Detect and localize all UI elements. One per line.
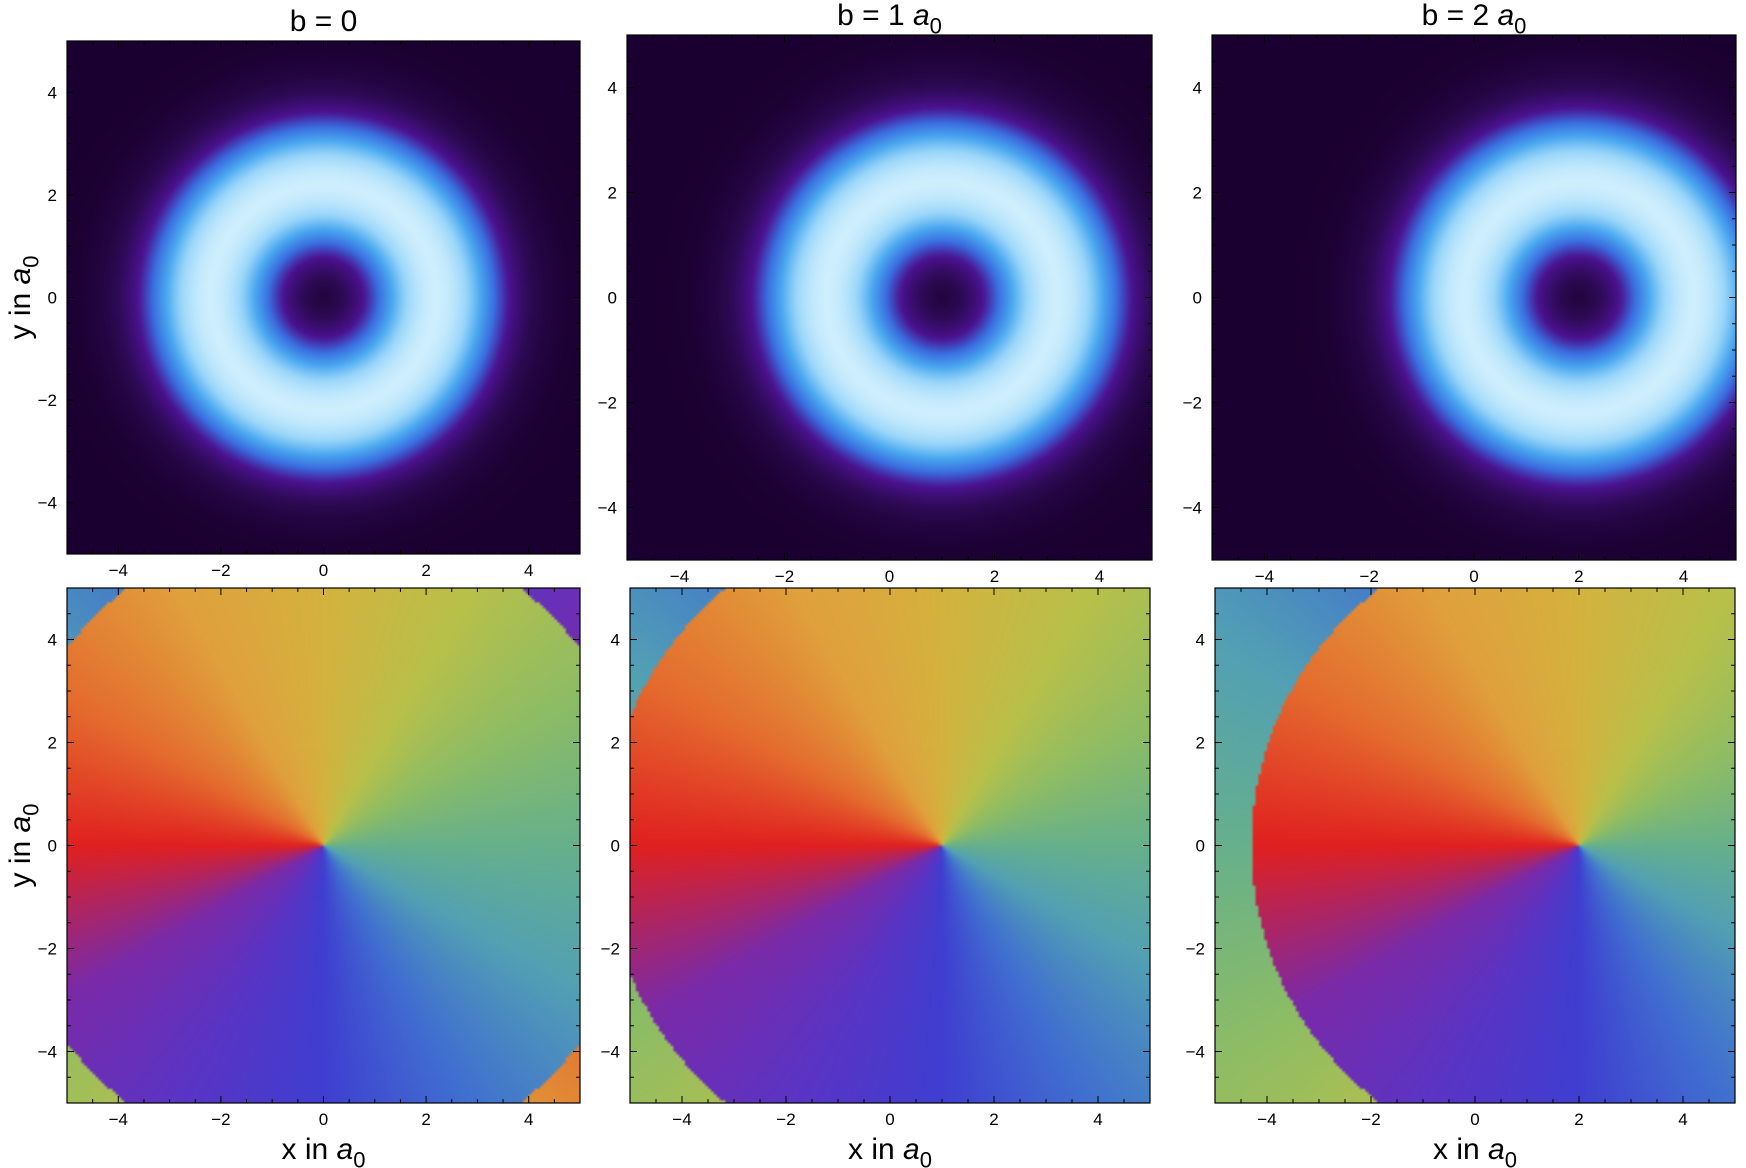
- y-tick-label: 2: [608, 184, 617, 203]
- panel-5-phase: −4 −2 0 2 4 −4 −2 0 2 4 x in a0: [601, 587, 1151, 1168]
- y-tick-label: 4: [1193, 79, 1202, 98]
- y-tick-label: 2: [48, 186, 57, 205]
- x-tick-label: 2: [989, 1110, 998, 1129]
- x-tick-label: 0: [319, 561, 328, 580]
- y-tick-label: 0: [48, 289, 57, 308]
- x-axis-label: x in a0: [282, 1133, 366, 1168]
- y-tick-label: 2: [611, 734, 620, 753]
- y-tick-label: −2: [601, 940, 620, 959]
- x-tick-label: −4: [109, 1110, 128, 1129]
- y-tick-label: 4: [48, 83, 57, 102]
- y-tick-label: −2: [598, 394, 617, 413]
- y-tick-label: 0: [608, 289, 617, 308]
- x-tick-label: 0: [1469, 567, 1478, 586]
- panel-6-phase: −4 −2 0 2 4 −4 −2 0 2 4 x in a0: [1186, 587, 1736, 1168]
- ticks: [629, 587, 1151, 1104]
- x-tick-label: −2: [776, 1110, 795, 1129]
- y-tick-label: −2: [1183, 394, 1202, 413]
- phase-heatmap: [1215, 588, 1735, 1103]
- y-tick-label: 2: [1196, 734, 1205, 753]
- panel-title: b = 2 a0: [1422, 0, 1527, 38]
- y-tick-label: 4: [611, 631, 620, 650]
- y-tick-label: 4: [1196, 631, 1205, 650]
- x-tick-label: 2: [1574, 567, 1583, 586]
- phase-heatmap: [630, 588, 1150, 1103]
- y-tick-label: 0: [1196, 837, 1205, 856]
- x-tick-label: 4: [524, 561, 533, 580]
- phase-heatmap: [67, 588, 580, 1103]
- y-axis-label: y in a0: [4, 804, 43, 888]
- x-tick-label: 0: [319, 1110, 328, 1129]
- x-tick-label: −4: [1255, 567, 1274, 586]
- panel-title: b = 1 a0: [837, 0, 942, 38]
- density-heatmap: [1212, 35, 1736, 560]
- panels-group: −4 −2 0 2 4 −4 −2 0 2 4 b = 0 y in a0 −4 −2 0 2 4 −4 −2 0 2 4…: [4, 0, 1737, 1168]
- density-heatmap: [67, 41, 580, 554]
- panel-title: b = 0: [290, 5, 358, 38]
- x-tick-label: 2: [990, 567, 999, 586]
- ticks: [626, 34, 1153, 561]
- y-tick-label: 0: [1193, 289, 1202, 308]
- y-tick-label: 4: [608, 79, 617, 98]
- density-heatmap: [627, 35, 1152, 560]
- x-tick-label: 4: [524, 1110, 533, 1129]
- x-tick-label: 2: [421, 561, 430, 580]
- panel-4-phase: −4 −2 0 2 4 −4 −2 0 2 4 x in a0 y in a0: [4, 587, 581, 1168]
- y-tick-label: −4: [38, 1043, 57, 1062]
- y-axis-label: y in a0: [4, 256, 43, 340]
- y-tick-label: 2: [1193, 184, 1202, 203]
- x-tick-label: −4: [109, 561, 128, 580]
- x-tick-label: −2: [211, 561, 230, 580]
- y-tick-label: −4: [38, 494, 57, 513]
- y-tick-label: 0: [611, 837, 620, 856]
- y-tick-label: −2: [38, 391, 57, 410]
- x-axis-label: x in a0: [848, 1133, 932, 1168]
- x-tick-label: −2: [775, 567, 794, 586]
- x-axis-label: x in a0: [1433, 1133, 1517, 1168]
- y-tick-label: −4: [601, 1043, 620, 1062]
- x-tick-label: 4: [1679, 567, 1688, 586]
- y-tick-label: −2: [1186, 940, 1205, 959]
- x-tick-label: 4: [1095, 567, 1104, 586]
- x-tick-label: 2: [421, 1110, 430, 1129]
- y-tick-label: 4: [48, 631, 57, 650]
- x-tick-label: −2: [1360, 567, 1379, 586]
- x-tick-label: −2: [1361, 1110, 1380, 1129]
- panel-2-density: −4 −2 0 2 4 −4 −2 0 2 4 b = 1 a0: [598, 0, 1153, 586]
- panel-1-density: −4 −2 0 2 4 −4 −2 0 2 4 b = 0 y in a0: [4, 5, 581, 580]
- ticks: [66, 40, 581, 555]
- panel-3-density: −4 −2 0 2 4 −4 −2 0 2 4 b = 2 a0: [1183, 0, 1737, 586]
- x-tick-label: −4: [1257, 1110, 1276, 1129]
- y-tick-label: 2: [48, 734, 57, 753]
- x-tick-label: −4: [670, 567, 689, 586]
- x-tick-label: 0: [885, 567, 894, 586]
- y-tick-label: −4: [1183, 499, 1202, 518]
- x-tick-label: 0: [1470, 1110, 1479, 1129]
- x-tick-label: 2: [1574, 1110, 1583, 1129]
- ticks: [1211, 34, 1737, 561]
- x-tick-label: 0: [885, 1110, 894, 1129]
- x-tick-label: 4: [1678, 1110, 1687, 1129]
- ticks: [1214, 587, 1736, 1104]
- y-tick-label: −4: [1186, 1043, 1205, 1062]
- x-tick-label: 4: [1093, 1110, 1102, 1129]
- y-tick-label: −2: [38, 940, 57, 959]
- x-tick-label: −2: [211, 1110, 230, 1129]
- y-tick-label: −4: [598, 499, 617, 518]
- x-tick-label: −4: [672, 1110, 691, 1129]
- ticks: [66, 587, 581, 1104]
- y-tick-label: 0: [48, 837, 57, 856]
